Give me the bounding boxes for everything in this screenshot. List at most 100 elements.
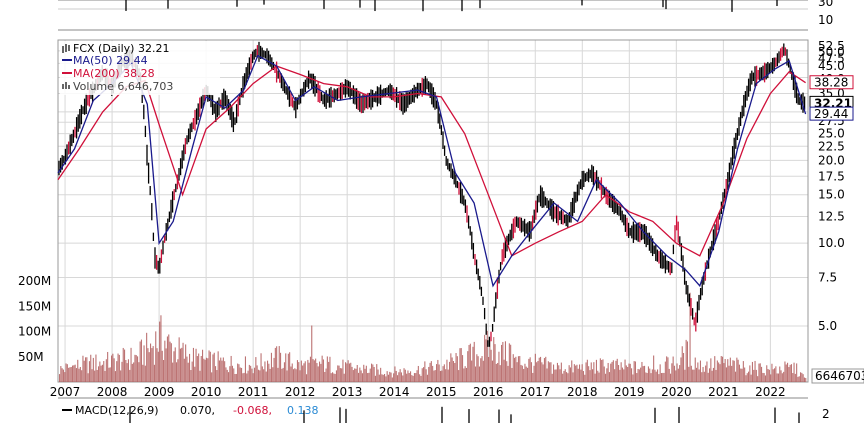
volume-bar <box>805 377 807 382</box>
volume-bar <box>723 363 725 382</box>
volume-bar <box>330 373 332 382</box>
x-tick-label: 2017 <box>520 385 551 399</box>
volume-bar <box>351 366 353 382</box>
volume-bar <box>182 342 184 382</box>
volume-bar <box>122 347 124 382</box>
volume-bar <box>283 362 285 382</box>
volume-bar <box>802 374 804 382</box>
volume-bar <box>564 369 566 382</box>
volume-bar <box>523 368 525 382</box>
volume-bar <box>281 368 283 382</box>
volume-bar <box>120 370 122 382</box>
x-tick-label: 2009 <box>144 385 175 399</box>
volume-bar <box>264 361 266 382</box>
volume-bar <box>748 371 750 382</box>
volume-bar <box>234 373 236 382</box>
volume-bar <box>464 366 466 382</box>
volume-bar <box>127 359 129 382</box>
volume-bar <box>225 367 227 382</box>
macd-value: 0.070, <box>180 404 215 417</box>
macd-hist-value: 0.138 <box>287 404 319 417</box>
volume-bar <box>467 351 469 382</box>
volume-bar <box>287 353 289 382</box>
volume-bar <box>215 366 217 382</box>
volume-tick-label: 100M <box>18 325 51 339</box>
price-tick-label: 52.5 <box>818 39 845 53</box>
volume-bar <box>659 364 661 382</box>
volume-bar <box>321 355 323 382</box>
volume-bar <box>75 368 77 382</box>
volume-bar <box>692 369 694 382</box>
volume-bar <box>568 365 570 382</box>
volume-bar <box>380 367 382 382</box>
volume-bar <box>394 366 396 382</box>
volume-bar <box>463 368 465 382</box>
volume-bar <box>195 348 197 382</box>
volume-bar <box>148 352 150 382</box>
volume-bar <box>450 353 452 382</box>
volume-bar <box>254 367 256 382</box>
volume-bar <box>430 361 432 382</box>
volume-bar <box>672 356 674 382</box>
volume-bar <box>406 373 408 382</box>
volume-bar <box>259 370 261 382</box>
volume-bar <box>302 365 304 382</box>
volume-bar <box>339 368 341 382</box>
volume-bar <box>498 351 500 382</box>
price-tick-label: 5.0 <box>818 319 837 333</box>
volume-bars <box>59 292 807 382</box>
volume-bar <box>705 365 707 382</box>
volume-bar <box>593 362 595 382</box>
volume-bar <box>477 356 479 382</box>
volume-bar <box>213 352 215 382</box>
volume-bar <box>553 364 555 382</box>
volume-bar <box>116 361 118 382</box>
volume-bar <box>198 353 200 382</box>
macd-marks <box>129 406 800 423</box>
volume-bar <box>363 364 365 382</box>
volume-bar <box>503 359 505 382</box>
volume-bar <box>646 373 648 382</box>
volume-bar <box>471 360 473 382</box>
price-tick-label: 20.0 <box>818 153 845 167</box>
volume-bar <box>742 361 744 382</box>
volume-bar <box>421 368 423 382</box>
volume-bar <box>309 356 311 382</box>
ma200-line <box>57 65 806 257</box>
volume-bar <box>248 364 250 382</box>
volume-bar <box>352 370 354 382</box>
volume-bar <box>671 363 673 382</box>
volume-bar <box>455 353 457 382</box>
volume-bar <box>789 364 791 382</box>
volume-bar <box>151 348 153 382</box>
volume-bar <box>697 362 699 382</box>
rsi-marks <box>125 0 778 12</box>
volume-bar <box>277 367 279 382</box>
volume-bar <box>679 365 681 382</box>
volume-bar <box>118 354 120 382</box>
volume-tick-label: 150M <box>18 299 51 313</box>
volume-bar <box>784 361 786 382</box>
volume-bar <box>501 344 503 382</box>
volume-bar <box>399 369 401 382</box>
volume-bar <box>299 370 301 382</box>
volume-bar <box>376 364 378 382</box>
macd-signal-value: -0.068, <box>233 404 272 417</box>
volume-bar <box>113 358 115 382</box>
volume-bar <box>142 364 144 382</box>
volume-bar <box>599 358 601 382</box>
ma50-value-box <box>809 106 854 121</box>
volume-bar <box>586 359 588 382</box>
volume-bar <box>94 370 96 382</box>
volume-bar <box>556 362 558 382</box>
volume-bar <box>153 364 155 382</box>
volume-bar <box>221 360 223 382</box>
volume-axis: 200M 150M 100M 50M 6646703 <box>18 274 864 384</box>
volume-bar <box>727 359 729 382</box>
volume-bar <box>663 372 665 382</box>
volume-bar <box>377 369 379 382</box>
volume-bar <box>161 350 163 382</box>
volume-bar <box>174 347 176 382</box>
volume-bar <box>267 360 269 382</box>
